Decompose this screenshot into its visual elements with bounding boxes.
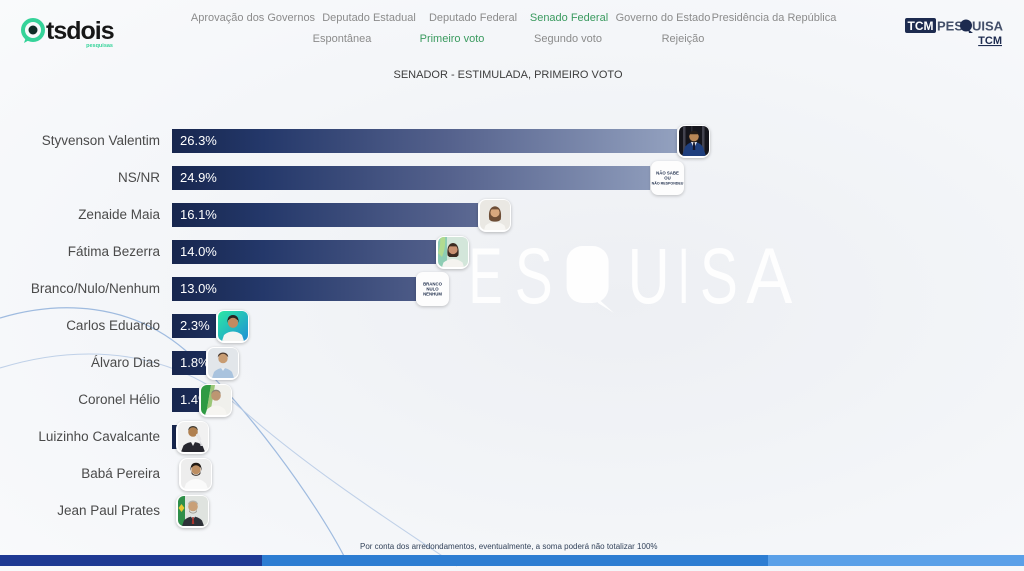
svg-text:E: E: [469, 231, 503, 320]
svg-text:TCM: TCM: [978, 35, 1002, 47]
svg-text:TCM: TCM: [908, 19, 934, 33]
svg-text:S: S: [700, 231, 738, 320]
svg-text:NENHUM: NENHUM: [423, 292, 442, 297]
svg-text:NULO: NULO: [426, 287, 439, 292]
svg-text:pesquisas: pesquisas: [86, 43, 113, 49]
svg-text:PES: PES: [937, 19, 963, 34]
svg-text:NÃO SABE: NÃO SABE: [656, 171, 679, 176]
svg-text:A: A: [746, 231, 792, 320]
svg-text:U: U: [628, 231, 670, 320]
svg-text:tsdois: tsdois: [46, 17, 114, 45]
svg-text:UISA: UISA: [972, 19, 1004, 34]
svg-text:S: S: [515, 231, 553, 320]
svg-text:NÃO RESPONDEU: NÃO RESPONDEU: [652, 181, 684, 186]
svg-text:I: I: [678, 231, 690, 320]
svg-text:BRANCO: BRANCO: [423, 282, 443, 287]
svg-text:OU: OU: [664, 176, 670, 181]
